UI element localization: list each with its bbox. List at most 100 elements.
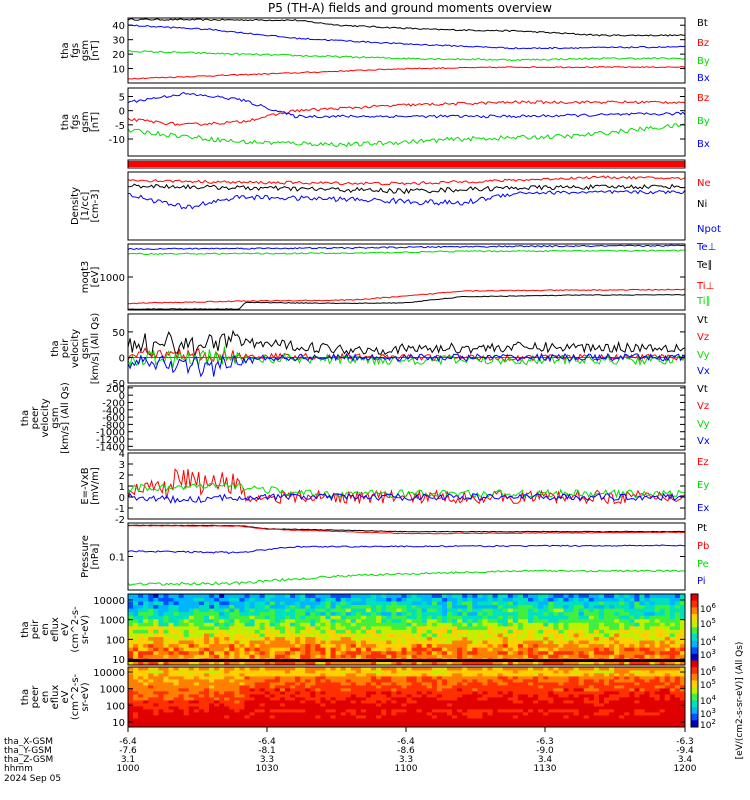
- spectrogram-cell: [320, 724, 326, 728]
- spectrogram-cell: [441, 667, 448, 671]
- spectrogram-cell: [315, 712, 321, 716]
- spectrogram-cell: [355, 608, 362, 613]
- spectrogram-cell: [168, 647, 174, 652]
- spectrogram-cell: [295, 601, 301, 606]
- spectrogram-cell: [609, 615, 615, 620]
- spectrogram-cell: [386, 661, 392, 666]
- spectrogram-cell: [457, 629, 463, 634]
- spectrogram-cell: [583, 700, 590, 704]
- spectrogram-cell: [528, 654, 534, 659]
- spectrogram-cell: [573, 670, 580, 674]
- spectrogram-cell: [320, 636, 326, 641]
- spectrogram-cell: [457, 618, 463, 623]
- spectrogram-cell: [355, 661, 362, 666]
- spectrogram-cell: [173, 691, 180, 695]
- spectrogram-cell: [644, 721, 650, 725]
- spectrogram-cell: [401, 712, 407, 716]
- spectrogram-cell: [203, 715, 210, 719]
- spectrogram-cell: [284, 679, 291, 683]
- spectrogram-cell: [163, 679, 169, 683]
- spectrogram-cell: [264, 724, 271, 728]
- spectrogram-cell: [649, 697, 656, 701]
- spectrogram-cell: [178, 633, 185, 637]
- spectrogram-cell: [447, 615, 453, 620]
- spectrogram-cell: [472, 601, 478, 606]
- y-axis-label: eflux: [50, 617, 61, 642]
- spectrogram-cell: [153, 667, 159, 671]
- spectrogram-cell: [269, 629, 276, 634]
- spectrogram-cell: [477, 700, 483, 704]
- spectrogram-cell: [441, 654, 448, 659]
- spectrogram-cell: [193, 604, 200, 609]
- spectrogram-cell: [209, 709, 215, 713]
- spectrogram-cell: [158, 697, 164, 701]
- spectrogram-cell: [416, 697, 423, 701]
- spectrogram-cell: [386, 654, 392, 659]
- spectrogram-cell: [300, 679, 306, 683]
- spectrogram-cell: [259, 688, 266, 692]
- spectrogram-cell: [654, 654, 661, 659]
- series-line-Pb: [127, 524, 686, 535]
- spectrogram-cell: [629, 611, 635, 616]
- spectrogram-cell: [386, 712, 392, 716]
- spectrogram-cell: [431, 718, 438, 722]
- spectrogram-cell: [507, 633, 514, 637]
- spectrogram-cell: [269, 709, 276, 713]
- spectrogram-cell: [512, 611, 519, 616]
- spectrogram-cell: [416, 685, 423, 689]
- spectrogram-cell: [563, 643, 569, 648]
- spectrogram-cell: [279, 640, 286, 645]
- colorbar-tick-label: 105: [700, 617, 716, 630]
- spectrogram-cell: [148, 629, 154, 634]
- spectrogram-cell: [522, 721, 529, 725]
- spectrogram-cell: [365, 685, 372, 689]
- spectrogram-cell: [644, 611, 650, 616]
- spectrogram-cell: [553, 636, 559, 641]
- spectrogram-cell: [249, 685, 255, 689]
- spectrogram-cell: [573, 615, 580, 620]
- spectrogram-cell: [153, 622, 159, 627]
- spectrogram-cell: [477, 691, 483, 695]
- spectrogram-cell: [609, 706, 615, 710]
- spectrogram-cell: [259, 629, 266, 634]
- spectrogram-cell: [462, 703, 468, 707]
- spectrogram-cell: [487, 604, 493, 609]
- spectrogram-cell: [452, 706, 458, 710]
- spectrogram-cell: [290, 679, 296, 683]
- spectrogram-cell: [583, 601, 590, 606]
- spectrogram-cell: [654, 700, 661, 704]
- y-tick-label: -1000: [96, 428, 125, 439]
- series-line-Ti⊥: [127, 288, 686, 305]
- spectrogram-cell: [598, 667, 605, 671]
- spectrogram-cell: [603, 673, 610, 677]
- spectrogram-cell: [198, 604, 205, 609]
- spectrogram-cell: [538, 694, 544, 698]
- spectrogram-cell: [224, 712, 230, 716]
- spectrogram-cell: [406, 611, 412, 616]
- spectrogram-cell: [644, 618, 650, 623]
- spectrogram-cell: [128, 679, 134, 683]
- spectrogram-cell: [411, 604, 418, 609]
- series-line-Bx: [127, 91, 686, 119]
- spectrogram-cell: [522, 618, 529, 623]
- spectrogram-cell: [679, 647, 686, 652]
- x-row-value: 3.4: [678, 755, 693, 765]
- spectrogram-cell: [330, 679, 337, 683]
- spectrogram-cell: [421, 615, 428, 620]
- spectrogram-cell: [284, 650, 291, 655]
- spectrogram-cell: [269, 703, 276, 707]
- spectrogram-cell: [173, 661, 180, 666]
- spectrogram-cell: [138, 647, 144, 652]
- spectrogram-cell: [517, 604, 524, 609]
- spectrogram-cell: [573, 703, 580, 707]
- spectrogram-cell: [224, 608, 230, 613]
- spectrogram-cell: [355, 688, 362, 692]
- spectrogram-cell: [360, 622, 367, 627]
- spectrogram-cell: [477, 636, 483, 641]
- spectrogram-cell: [522, 594, 529, 598]
- legend-Te⊥: Te⊥: [696, 242, 716, 253]
- x-row-label: tha_Z-GSM: [4, 755, 53, 765]
- spectrogram-cell: [229, 691, 235, 695]
- spectrogram-cell: [568, 697, 574, 701]
- spectrogram-cell: [411, 601, 418, 606]
